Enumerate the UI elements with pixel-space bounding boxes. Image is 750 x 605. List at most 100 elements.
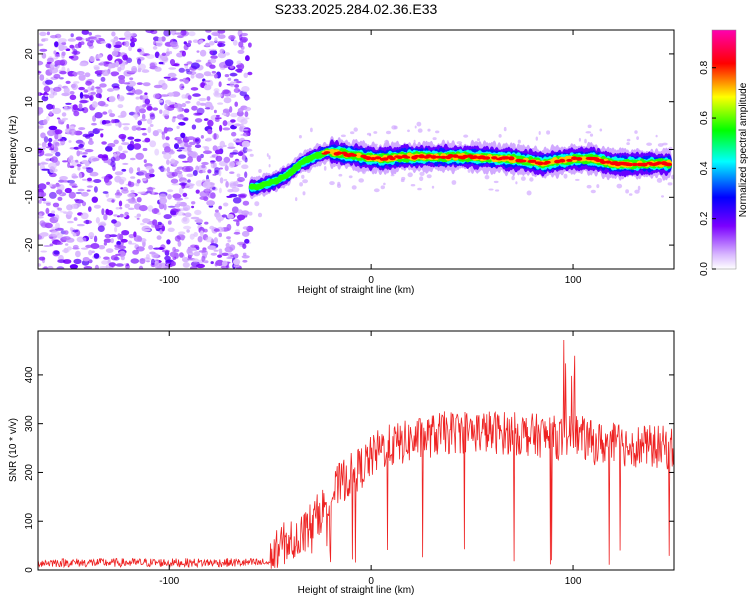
noise-blob xyxy=(67,38,77,42)
noise-blob xyxy=(46,57,54,63)
faint-speckle xyxy=(385,130,392,135)
noise-blob xyxy=(46,116,50,122)
noise-blob xyxy=(43,85,51,93)
noise-blob xyxy=(117,104,124,109)
noise-blob xyxy=(128,45,133,52)
noise-blob xyxy=(60,119,66,123)
faint-speckle xyxy=(511,175,515,181)
noise-blob xyxy=(44,222,53,229)
noise-blob xyxy=(122,54,128,61)
spectrogram-xlabel: Height of straight line (km) xyxy=(298,285,415,296)
noise-blob xyxy=(235,161,241,166)
noise-blob xyxy=(130,176,136,179)
noise-blob xyxy=(241,164,249,169)
noise-blob xyxy=(224,52,230,56)
noise-blob xyxy=(72,229,79,233)
noise-blob xyxy=(68,128,77,136)
noise-blob xyxy=(129,140,135,147)
noise-blob xyxy=(225,242,230,248)
noise-blob xyxy=(123,36,133,40)
noise-blob xyxy=(180,30,187,36)
faint-speckle xyxy=(337,181,341,186)
noise-blob xyxy=(232,197,242,204)
noise-blob xyxy=(49,63,56,68)
noise-blob xyxy=(227,77,232,82)
noise-blob xyxy=(144,137,151,143)
snr-panel: -100 0 100 0 100 200 300 400 Height of straight… xyxy=(8,330,675,596)
noise-blob xyxy=(188,31,196,37)
noise-blob xyxy=(190,62,200,69)
noise-blob xyxy=(158,247,165,250)
noise-blob xyxy=(143,159,147,164)
noise-blob xyxy=(194,118,203,123)
noise-blob xyxy=(178,154,187,159)
noise-blob xyxy=(226,195,233,198)
noise-blob xyxy=(241,154,246,161)
noise-blob xyxy=(147,106,153,111)
noise-blob xyxy=(201,161,209,166)
noise-blob xyxy=(53,250,60,255)
noise-blob xyxy=(77,41,82,49)
noise-blob xyxy=(182,204,191,211)
noise-blob xyxy=(229,72,238,77)
noise-blob xyxy=(192,170,198,176)
noise-blob xyxy=(161,249,170,253)
noise-blob xyxy=(59,210,67,213)
noise-blob xyxy=(229,65,234,69)
noise-blob xyxy=(204,107,211,110)
ridge-mark xyxy=(605,160,612,164)
noise-blob xyxy=(65,80,71,84)
noise-blob xyxy=(166,172,170,176)
noise-blob xyxy=(241,86,250,93)
noise-blob xyxy=(209,64,216,69)
noise-blob xyxy=(128,167,134,174)
ridge-mark xyxy=(462,154,469,159)
noise-blob xyxy=(181,94,186,99)
noise-blob xyxy=(57,196,63,201)
noise-blob xyxy=(65,102,72,105)
noise-blob xyxy=(177,107,183,113)
faint-speckle xyxy=(310,127,313,133)
ridge-mark xyxy=(452,154,459,158)
noise-blob xyxy=(40,93,50,96)
noise-blob xyxy=(111,31,116,37)
noise-blob xyxy=(49,236,54,239)
noise-blob xyxy=(244,96,251,101)
noise-blob xyxy=(110,156,116,163)
snr-ticks: -100 0 100 0 100 200 300 400 xyxy=(24,331,674,587)
noise-blob xyxy=(54,133,59,140)
noise-blob xyxy=(244,106,252,112)
noise-blob xyxy=(45,207,50,214)
noise-blob xyxy=(214,117,222,120)
noise-blob xyxy=(241,230,250,237)
noise-blob xyxy=(214,209,219,213)
noise-blob xyxy=(67,179,75,184)
noise-blob xyxy=(68,140,72,143)
noise-blob xyxy=(200,135,204,139)
noise-blob xyxy=(215,114,220,118)
faint-speckle xyxy=(390,174,395,177)
noise-blob xyxy=(234,101,238,107)
noise-blob xyxy=(236,220,240,227)
noise-blob xyxy=(50,226,59,230)
noise-blob xyxy=(242,132,250,137)
noise-blob xyxy=(218,248,223,252)
noise-blob xyxy=(195,180,204,187)
noise-blob xyxy=(93,186,98,193)
noise-blob xyxy=(126,92,135,95)
noise-blob xyxy=(178,147,185,150)
noise-blob xyxy=(203,228,208,233)
noise-blob xyxy=(242,252,247,256)
noise-blob xyxy=(221,252,229,256)
noise-blob xyxy=(81,191,89,197)
noise-blob xyxy=(215,155,223,162)
noise-blob xyxy=(140,222,145,226)
noise-blob xyxy=(100,40,107,44)
ridge-mark xyxy=(396,155,403,159)
noise-blob xyxy=(231,131,237,137)
faint-speckle xyxy=(414,125,417,129)
ridge-mark xyxy=(655,161,663,165)
noise-blob xyxy=(115,194,121,199)
faint-speckle xyxy=(380,185,385,190)
faint-speckle xyxy=(268,164,271,168)
